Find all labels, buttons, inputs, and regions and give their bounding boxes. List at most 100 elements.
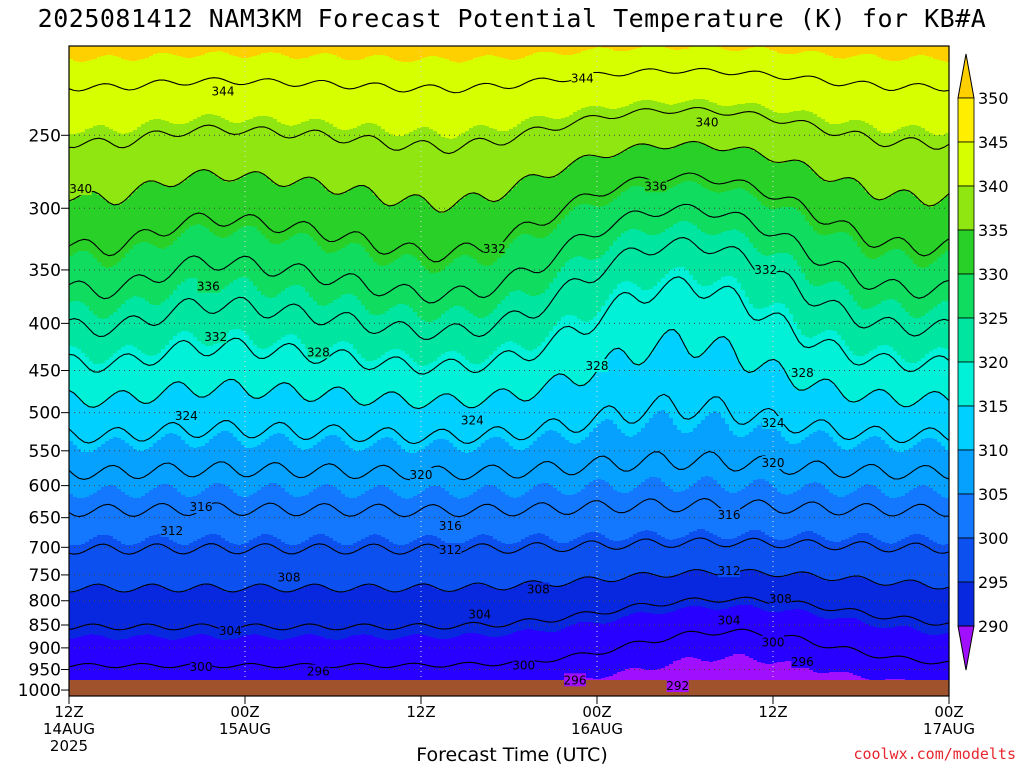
fill-cell <box>733 435 738 494</box>
fill-cell <box>277 186 282 245</box>
fill-cell <box>597 623 602 680</box>
fill-cell <box>449 46 454 62</box>
fill-cell <box>241 277 246 332</box>
fill-cell <box>681 491 686 538</box>
fill-cell <box>257 173 262 232</box>
fill-cell <box>757 572 762 609</box>
fill-cell <box>645 530 650 574</box>
fill-cell <box>521 630 526 681</box>
fill-cell <box>617 672 622 681</box>
fill-cell <box>265 637 270 681</box>
fill-cell <box>97 447 102 491</box>
fill-cell <box>121 304 126 348</box>
fill-cell <box>817 483 822 536</box>
fill-cell <box>945 588 950 634</box>
fill-cell <box>689 47 694 101</box>
fill-cell <box>285 46 290 57</box>
fill-cell <box>921 439 926 486</box>
fill-cell <box>301 542 306 589</box>
fill-cell <box>145 585 150 635</box>
fill-cell <box>329 639 334 681</box>
fill-cell <box>93 46 98 60</box>
fill-cell <box>733 105 738 150</box>
fill-cell <box>321 120 326 187</box>
fill-cell <box>541 238 546 294</box>
fill-cell <box>633 186 638 230</box>
fill-cell <box>261 534 266 586</box>
grid-lines <box>68 46 950 691</box>
fill-cell <box>469 257 474 314</box>
fill-cell <box>73 134 78 200</box>
fill-cell <box>609 46 614 50</box>
fill-cell <box>361 358 366 407</box>
fill-cell <box>661 482 666 538</box>
fill-cell <box>665 578 670 614</box>
fill-cell <box>277 340 282 386</box>
fill-cell <box>697 143 702 185</box>
fill-cell <box>341 46 346 60</box>
fill-cell <box>653 477 658 533</box>
fill-cell <box>385 265 390 312</box>
fill-cell <box>257 116 262 174</box>
fill-cell <box>869 308 874 352</box>
y-tick-label: 1000 <box>18 681 61 701</box>
contour-label-bg <box>175 408 198 422</box>
fill-cell <box>309 237 314 298</box>
fill-cell <box>405 452 410 500</box>
fill-cell <box>901 359 906 408</box>
colorbar-segment <box>957 97 975 143</box>
fill-cell <box>233 123 238 182</box>
fill-cell <box>385 132 390 207</box>
fill-cell <box>409 255 414 309</box>
fill-cell <box>497 390 502 438</box>
fill-cell <box>837 180 842 233</box>
fill-cell <box>705 146 710 190</box>
fill-cell <box>541 434 546 484</box>
fill-cell <box>69 441 74 495</box>
fill-cell <box>893 61 898 132</box>
fill-cell <box>621 152 626 193</box>
fill-cell <box>69 46 74 60</box>
fill-cell <box>709 46 714 103</box>
x-tick-label: 00Z <box>582 703 611 721</box>
fill-cell <box>933 542 938 590</box>
fill-cell <box>809 284 814 339</box>
fill-cell <box>389 392 394 439</box>
fill-cell <box>909 490 914 536</box>
fill-cell <box>749 483 754 531</box>
fill-cell <box>273 343 278 389</box>
fill-cell <box>585 107 590 157</box>
fill-cell <box>729 539 734 576</box>
fill-cell <box>709 148 714 192</box>
fill-cell <box>457 636 462 681</box>
fill-cell <box>869 437 874 486</box>
fill-cell <box>641 46 646 101</box>
fill-cell <box>85 61 90 130</box>
fill-cell <box>709 609 714 663</box>
fill-cell <box>645 145 650 189</box>
fill-cell <box>73 592 78 639</box>
fill-cell <box>165 484 170 538</box>
fill-cell <box>657 478 662 536</box>
fill-cell <box>345 392 350 446</box>
fill-cell <box>633 46 638 50</box>
fill-cell <box>773 51 778 113</box>
fill-cell <box>653 286 658 349</box>
fill-cell <box>189 175 194 227</box>
fill-cell <box>269 46 274 53</box>
fill-cell <box>209 439 214 486</box>
fill-cell <box>333 640 338 681</box>
x-tick-label: 00Z <box>934 703 963 721</box>
fill-cell <box>145 538 150 586</box>
fill-cell <box>509 341 514 394</box>
fill-cell <box>629 576 634 615</box>
fill-cell <box>345 192 350 246</box>
fill-cell <box>109 315 114 358</box>
fill-cell <box>893 498 898 544</box>
fill-cell <box>349 448 354 499</box>
fill-cell <box>821 285 826 333</box>
fill-cell <box>673 46 678 51</box>
fill-cell <box>793 662 798 681</box>
fill-cell <box>869 54 874 126</box>
fill-cell <box>837 618 842 673</box>
